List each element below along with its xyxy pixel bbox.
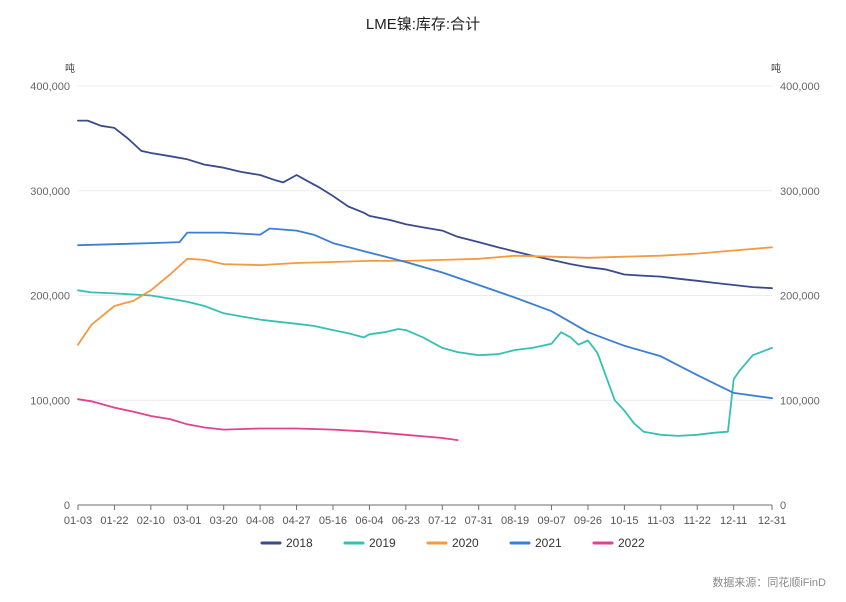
- x-tick-label: 07-12: [428, 515, 456, 527]
- x-tick-label: 09-07: [537, 515, 565, 527]
- x-tick-label: 06-23: [392, 515, 420, 527]
- x-tick-label: 11-22: [684, 515, 711, 527]
- legend[interactable]: 2018 2019 2020 2021 2022: [260, 536, 645, 550]
- x-tick-label: 01-03: [64, 515, 92, 527]
- legend-item-2021[interactable]: 2021: [509, 536, 562, 550]
- x-tick-label: 07-31: [465, 515, 493, 527]
- left-axis-unit: 吨: [65, 62, 75, 75]
- gridlines: [78, 85, 772, 401]
- right-axis-unit: 吨: [771, 62, 781, 75]
- line-chart: 0 0 100,000 100,000 200,000 200,000 300,000 300…: [30, 62, 820, 550]
- x-tick-label: 04-08: [246, 515, 274, 527]
- legend-item-2018[interactable]: 2018: [260, 536, 313, 550]
- x-tick-label: 06-04: [355, 515, 383, 527]
- x-tick-label: 01-22: [100, 515, 128, 527]
- x-tick-label: 09-26: [574, 515, 602, 527]
- series-line-2018: [77, 119, 773, 290]
- y-tick-label-right: 400,000: [780, 81, 820, 93]
- x-tick-label: 03-01: [173, 515, 201, 527]
- legend-label: 2022: [618, 536, 645, 550]
- x-tick-label: 03-20: [210, 515, 238, 527]
- series-line-2019: [77, 289, 773, 437]
- legend-item-2019[interactable]: 2019: [343, 536, 396, 550]
- x-tick-label: 10-15: [610, 515, 638, 527]
- series-lines: [77, 119, 773, 442]
- y-tick-label-left: 100,000: [30, 395, 70, 407]
- x-tick-label: 12-31: [758, 515, 786, 527]
- x-tick-label: 05-16: [319, 515, 347, 527]
- y-tick-label-right: 300,000: [780, 186, 820, 198]
- source-note: 数据来源：同花顺iFinD: [712, 577, 826, 589]
- legend-label: 2018: [286, 536, 313, 550]
- chart-title: LME镍:库存:合计: [365, 16, 481, 33]
- y-tick-label-right: 0: [780, 500, 786, 512]
- x-tick-label: 02-10: [137, 515, 165, 527]
- legend-item-2020[interactable]: 2020: [426, 536, 479, 550]
- x-tick-label: 08-19: [501, 515, 529, 527]
- series-line-2020: [77, 246, 773, 346]
- legend-label: 2021: [535, 536, 562, 550]
- y-tick-label-right: 100,000: [780, 395, 820, 407]
- legend-label: 2020: [452, 536, 479, 550]
- legend-item-2022[interactable]: 2022: [592, 536, 645, 550]
- y-tick-label-left: 0: [64, 500, 70, 512]
- y-tick-label-left: 300,000: [30, 186, 70, 198]
- y-tick-label-left: 400,000: [30, 81, 70, 93]
- legend-label: 2019: [369, 536, 396, 550]
- y-tick-label-left: 200,000: [30, 291, 70, 303]
- axes: 0 0 100,000 100,000 200,000 200,000 300,000 300…: [30, 62, 820, 527]
- series-line-2021: [77, 227, 773, 400]
- y-tick-label-right: 200,000: [780, 291, 820, 303]
- x-tick-label: 12-11: [720, 515, 747, 527]
- x-tick-label: 04-27: [282, 515, 310, 527]
- x-tick-label: 11-03: [647, 515, 674, 527]
- series-line-2022: [77, 398, 459, 442]
